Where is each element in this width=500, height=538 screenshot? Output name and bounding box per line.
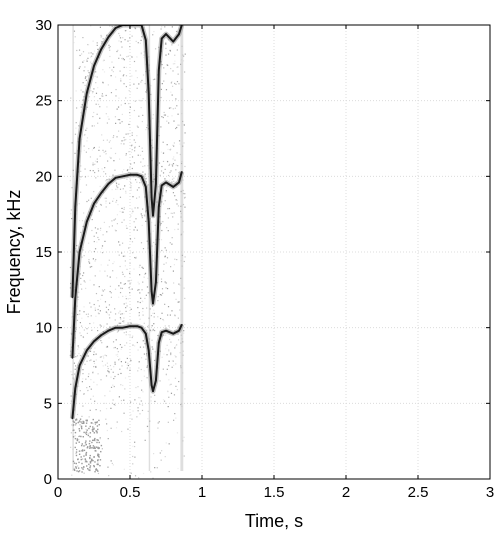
harmonic-point-2 — [147, 220, 150, 223]
x-tick-label: 2 — [342, 484, 350, 501]
harmonic-point-1 — [78, 364, 81, 367]
harmonic-point-3 — [172, 40, 174, 43]
harmonic-point-3 — [178, 33, 180, 35]
harmonic-point-2 — [114, 177, 117, 179]
x-tick-label: 3 — [486, 484, 494, 501]
harmonic-point-3 — [100, 48, 102, 51]
harmonic-point-2 — [150, 290, 153, 293]
harmonic-point-2 — [129, 174, 131, 176]
harmonic-point-2 — [93, 202, 95, 205]
harmonic-point-1 — [122, 326, 124, 329]
harmonic-point-3 — [74, 205, 77, 208]
y-tick-label: 0 — [44, 471, 52, 488]
x-tick-label: 1 — [198, 484, 206, 501]
harmonic-point-1 — [152, 390, 154, 393]
harmonic-point-3 — [150, 196, 153, 199]
y-axis-ticks: 0 5 10 15 20 25 30 — [35, 17, 490, 488]
y-tick-label: 30 — [35, 17, 52, 34]
harmonic-point-2 — [107, 183, 110, 185]
x-axis-ticks: 0 0.5 1 1.5 2 2.5 3 — [54, 25, 494, 501]
harmonic-point-1 — [140, 326, 143, 329]
harmonic-point-2 — [78, 251, 81, 253]
harmonic-point-1 — [129, 325, 131, 327]
harmonic-point-2 — [152, 302, 154, 305]
harmonic-point-2 — [136, 174, 138, 176]
harmonic-point-3 — [93, 65, 95, 67]
harmonic-point-2 — [140, 175, 143, 178]
y-axis-label: Frequency, kHz — [4, 190, 24, 315]
harmonic-point-2 — [71, 357, 74, 359]
harmonic-point-1 — [93, 340, 95, 343]
harmonic-point-3 — [152, 214, 154, 217]
harmonic-point-2 — [122, 175, 124, 178]
harmonic-point-1 — [165, 329, 167, 332]
harmonic-point-2 — [155, 281, 157, 284]
harmonic-point-2 — [165, 181, 167, 184]
harmonic-point-3 — [71, 296, 74, 299]
harmonic-traces — [69, 25, 185, 420]
harmonic-point-1 — [74, 387, 77, 390]
harmonic-point-3 — [160, 37, 163, 40]
harmonic-point-3 — [165, 33, 167, 35]
y-tick-label: 20 — [35, 168, 52, 185]
harmonic-point-2 — [86, 220, 88, 223]
harmonic-point-1 — [181, 323, 183, 326]
harmonic-point-1 — [100, 334, 102, 337]
harmonic-point-1 — [155, 379, 157, 382]
harmonic-point-2 — [100, 192, 102, 194]
harmonic-point-3 — [158, 69, 160, 72]
x-tick-label: 1.5 — [264, 484, 285, 501]
harmonic-point-3 — [147, 92, 150, 94]
harmonic-point-1 — [147, 349, 150, 352]
harmonic-point-2 — [158, 205, 160, 208]
y-tick-label: 25 — [35, 93, 52, 110]
noise-streak — [180, 25, 184, 471]
harmonic-point-2 — [160, 184, 163, 187]
harmonic-point-1 — [178, 329, 180, 332]
harmonic-point-3 — [78, 137, 81, 140]
harmonic-point-1 — [172, 332, 174, 335]
harmonic-point-3 — [145, 39, 147, 41]
x-tick-label: 0 — [54, 484, 62, 501]
harmonic-point-1 — [150, 384, 153, 386]
harmonic-point-3 — [107, 36, 110, 38]
x-tick-label: 2.5 — [408, 484, 429, 501]
harmonic-point-1 — [114, 326, 117, 329]
harmonic-point-1 — [158, 342, 160, 344]
harmonic-point-2 — [172, 186, 174, 188]
harmonic-point-1 — [145, 332, 147, 335]
harmonic-line-3 — [71, 25, 183, 298]
harmonic-point-1 — [86, 349, 88, 352]
y-tick-label: 5 — [44, 395, 52, 412]
y-tick-label: 10 — [35, 320, 52, 337]
harmonic-point-3 — [86, 92, 88, 94]
grid-lines — [58, 25, 490, 479]
harmonic-point-1 — [71, 417, 74, 420]
y-tick-label: 15 — [35, 244, 52, 261]
harmonic-point-2 — [178, 181, 180, 184]
harmonic-point-2 — [145, 186, 147, 188]
harmonic-point-2 — [181, 170, 183, 173]
harmonic-point-3 — [114, 27, 117, 29]
harmonic-point-3 — [155, 183, 157, 185]
harmonic-point-1 — [136, 325, 138, 327]
harmonic-point-1 — [107, 329, 110, 332]
x-axis-label: Time, s — [245, 511, 303, 531]
harmonic-point-1 — [160, 331, 163, 334]
x-tick-label: 0.5 — [120, 484, 141, 501]
